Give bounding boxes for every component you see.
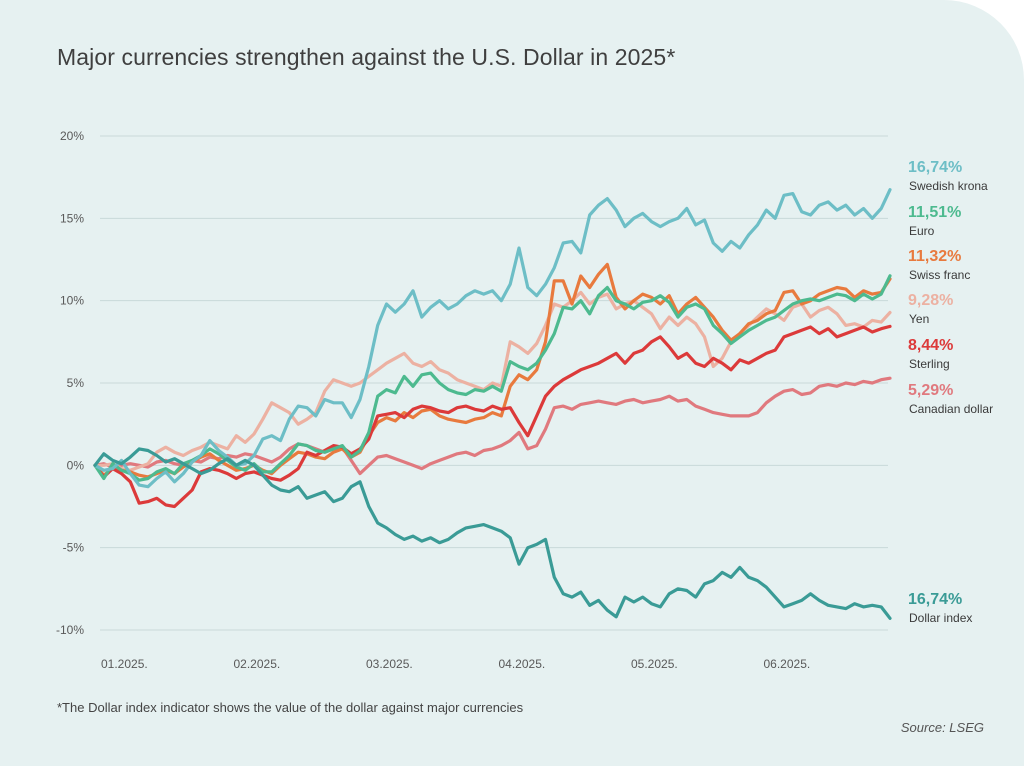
y-tick-label: -5% <box>63 541 85 555</box>
series-line-canadian-dollar <box>93 376 892 476</box>
grid <box>100 135 888 631</box>
series-end-value: 9,28% <box>908 292 953 309</box>
series-line-swiss-franc <box>93 262 892 479</box>
y-tick-label: -10% <box>56 623 84 637</box>
source-note: Source: LSEG <box>900 720 984 735</box>
series-end-value: 8,44% <box>908 337 953 354</box>
series-end-name: Yen <box>909 312 929 326</box>
series-line-yen <box>93 290 892 472</box>
x-tick-label: 02.2025. <box>234 657 281 671</box>
footnote: *The Dollar index indicator shows the va… <box>57 700 524 715</box>
x-tick-label: 06.2025. <box>764 657 811 671</box>
series-end-name: Swedish krona <box>909 179 988 193</box>
series-end-value: 16,74% <box>908 159 962 176</box>
x-tick-label: 04.2025. <box>499 657 546 671</box>
y-tick-label: 20% <box>60 129 84 143</box>
series-end-name: Sterling <box>909 357 950 371</box>
series-line-dollar-index <box>93 447 892 620</box>
series-end-name: Euro <box>909 224 935 238</box>
y-tick-label: 0% <box>67 458 85 472</box>
y-tick-label: 10% <box>60 294 84 308</box>
series-end-labels: 16,74% Swedish krona 11,51% Euro 11,32% Swiss… <box>908 159 993 625</box>
x-tick-label: 01.2025. <box>101 657 148 671</box>
x-tick-label: 03.2025. <box>366 657 413 671</box>
series-end-value: 5,29% <box>908 382 953 399</box>
series-end-value: 11,32% <box>908 248 961 265</box>
series-end-name: Dollar index <box>909 611 972 625</box>
chart-title: Major currencies strengthen against the … <box>57 44 676 70</box>
series-lines <box>93 188 892 620</box>
series-end-value: 11,51% <box>908 204 961 221</box>
x-axis-ticks: 01.2025. 02.2025. 03.2025. 04.2025. 05.2025.… <box>101 657 810 671</box>
series-line-swedish-krona <box>93 188 892 489</box>
y-axis-ticks: 20% 15% 10% 5% 0% -5% -10% <box>56 129 84 637</box>
series-end-value: 16,74% <box>908 591 962 608</box>
series-end-name: Canadian dollar <box>909 402 993 416</box>
y-tick-label: 15% <box>60 211 84 225</box>
series-line-sterling <box>93 324 892 509</box>
x-tick-label: 05.2025. <box>631 657 678 671</box>
series-end-name: Swiss franc <box>909 268 970 282</box>
y-tick-label: 5% <box>67 376 85 390</box>
